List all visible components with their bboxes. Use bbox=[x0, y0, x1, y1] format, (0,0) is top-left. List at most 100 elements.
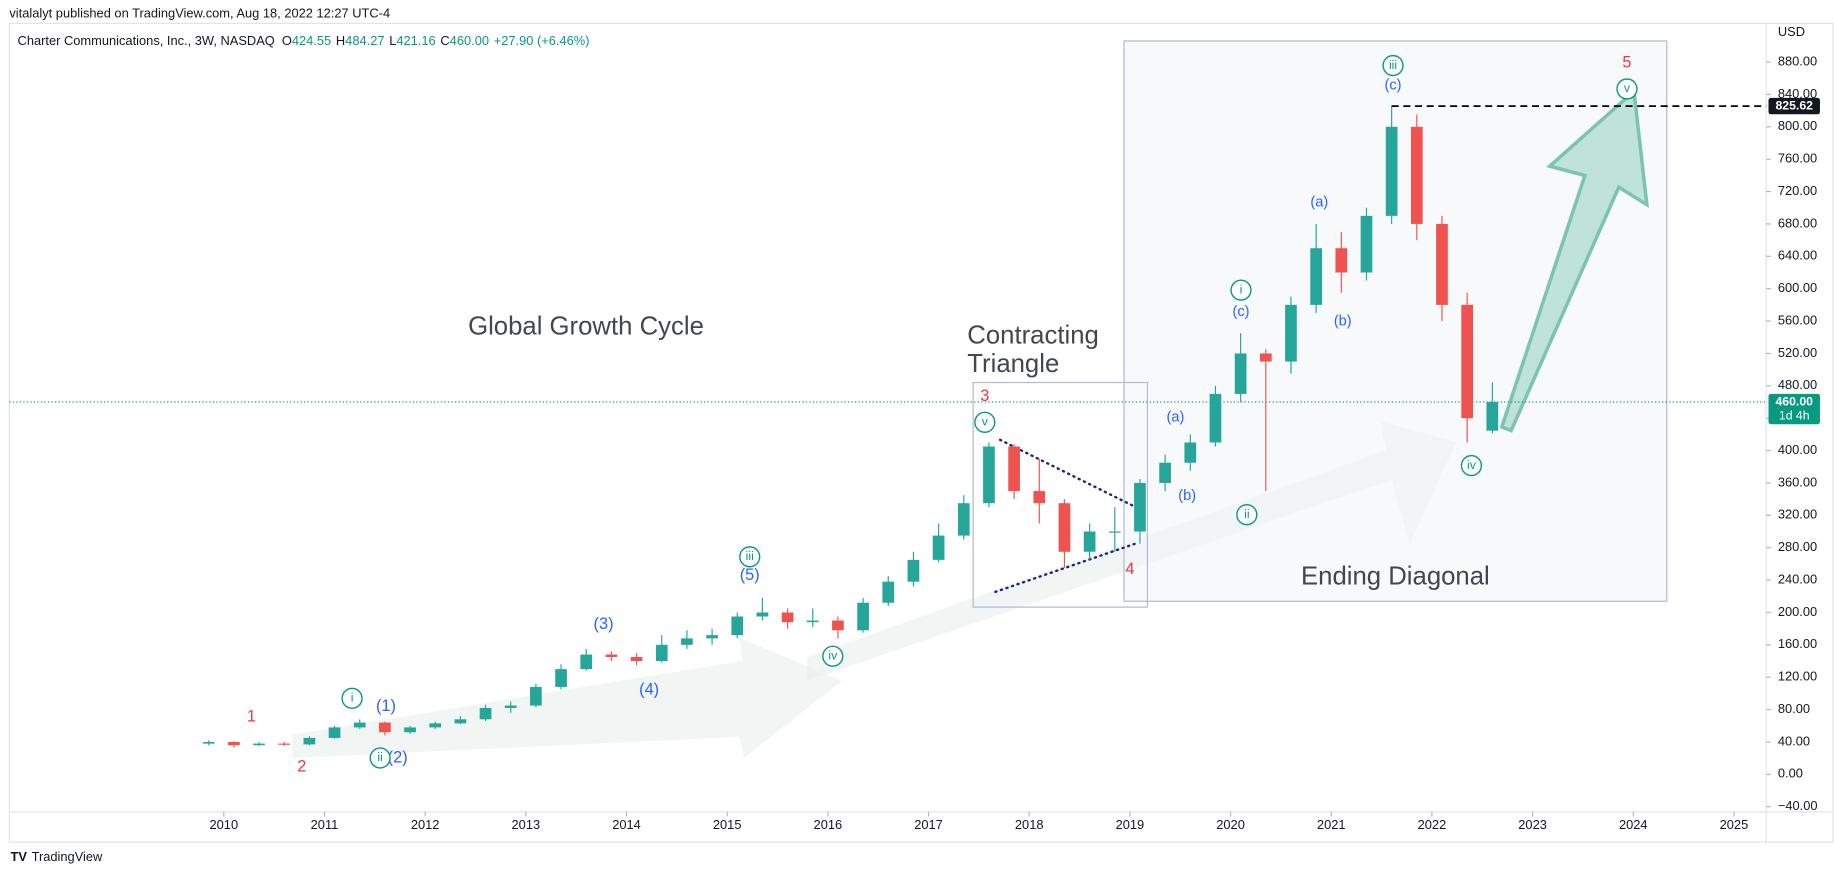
wave-label: iii bbox=[746, 549, 754, 563]
candle-body bbox=[781, 612, 794, 623]
wave-label: (a) bbox=[1167, 409, 1185, 425]
y-tick-label: 800.00 bbox=[1778, 118, 1817, 133]
candle-body bbox=[303, 737, 316, 745]
wave-label: i bbox=[351, 691, 354, 705]
candle-body bbox=[1008, 446, 1020, 492]
candle-body bbox=[1436, 223, 1448, 305]
y-tick-label: −40.00 bbox=[1778, 798, 1818, 813]
candle-body bbox=[429, 723, 442, 728]
wave-label: (2) bbox=[388, 748, 408, 766]
o-key: O bbox=[282, 34, 292, 49]
change: +27.90 (+6.46%) bbox=[494, 34, 590, 49]
candle-body bbox=[580, 654, 593, 670]
wave-circle bbox=[341, 687, 363, 709]
y-tick-label: 320.00 bbox=[1778, 507, 1817, 522]
chart-annotation: Ending Diagonal bbox=[1301, 563, 1490, 591]
triangle-line bbox=[994, 542, 1136, 594]
x-tick-label: 2015 bbox=[713, 817, 742, 832]
o-val: 424.55 bbox=[292, 34, 331, 49]
high-level-tag bbox=[1768, 97, 1820, 115]
candle-body bbox=[1209, 393, 1222, 443]
wave-label: i bbox=[1240, 282, 1243, 296]
candle-body bbox=[379, 722, 391, 733]
candle-body bbox=[454, 719, 467, 724]
x-tick-label: 2018 bbox=[1015, 817, 1044, 832]
l-key: L bbox=[389, 34, 396, 49]
wave-circle bbox=[822, 645, 844, 667]
triangle-line bbox=[998, 438, 1134, 507]
y-tick-label: 840.00 bbox=[1778, 86, 1817, 101]
wave-label: iii bbox=[1389, 58, 1397, 72]
ending-diagonal-box bbox=[1123, 40, 1668, 602]
candle-body bbox=[1360, 215, 1373, 273]
candle-body bbox=[202, 741, 215, 744]
currency: USD bbox=[1778, 24, 1805, 39]
x-tick-label: 2022 bbox=[1418, 817, 1447, 832]
candle-body bbox=[1461, 304, 1473, 419]
h-val: 484.27 bbox=[345, 34, 384, 49]
candle-body bbox=[253, 743, 265, 746]
x-tick-label: 2013 bbox=[512, 817, 541, 832]
candle-body bbox=[882, 581, 895, 603]
last-price-tag bbox=[1768, 393, 1820, 425]
y-tick-label: 760.00 bbox=[1778, 151, 1817, 166]
candle-body bbox=[1335, 248, 1348, 273]
candle-body bbox=[1184, 442, 1197, 463]
wave-label: v bbox=[982, 415, 989, 429]
candle-body bbox=[983, 446, 995, 504]
candle-body bbox=[857, 602, 869, 631]
wave-label: (a) bbox=[1310, 194, 1328, 210]
candle-body bbox=[479, 707, 492, 720]
y-tick-label: 120.00 bbox=[1778, 669, 1817, 684]
wave-circle bbox=[1460, 454, 1483, 477]
chart-annotation: Contracting bbox=[967, 322, 1099, 350]
last-price-label: 460.00 bbox=[1775, 394, 1813, 408]
target-arrow bbox=[1499, 87, 1650, 433]
candle-body bbox=[756, 612, 769, 617]
candle-body bbox=[1385, 126, 1398, 216]
chart-annotation: Global Growth Cycle bbox=[468, 312, 704, 340]
candle-body bbox=[1259, 353, 1272, 362]
candle-body bbox=[1310, 248, 1322, 305]
wave-label: 4 bbox=[1125, 560, 1134, 578]
wave-label: (b) bbox=[1334, 314, 1352, 330]
projection-arrow bbox=[292, 637, 843, 758]
y-tick-label: 600.00 bbox=[1778, 280, 1817, 295]
wave-label: ii bbox=[1244, 507, 1249, 521]
chart-frame bbox=[8, 22, 1834, 843]
y-tick-label: 280.00 bbox=[1778, 539, 1817, 554]
candle-body bbox=[681, 638, 693, 645]
y-tick-label: 0.00 bbox=[1778, 766, 1803, 781]
candle-body bbox=[404, 727, 416, 733]
wave-label: iv bbox=[828, 648, 838, 662]
wave-label: (c) bbox=[1385, 77, 1402, 93]
x-tick-label: 2012 bbox=[411, 817, 440, 832]
wave-label: 5 bbox=[1622, 54, 1631, 72]
y-tick-label: 200.00 bbox=[1778, 604, 1817, 619]
x-tick-label: 2014 bbox=[612, 817, 641, 832]
candle-body bbox=[655, 644, 668, 662]
candle-body bbox=[1108, 531, 1121, 533]
y-tick-label: 240.00 bbox=[1778, 571, 1817, 586]
x-tick-label: 2016 bbox=[814, 817, 843, 832]
countdown: 1d 4h bbox=[1779, 408, 1810, 422]
candle-body bbox=[278, 743, 291, 745]
candle-body bbox=[907, 559, 920, 582]
candle-body bbox=[957, 503, 970, 536]
y-tick-label: 160.00 bbox=[1778, 636, 1817, 651]
x-tick-label: 2020 bbox=[1216, 817, 1245, 832]
y-tick-label: 560.00 bbox=[1778, 312, 1817, 327]
x-tick-label: 2017 bbox=[914, 817, 943, 832]
wave-label: ii bbox=[377, 750, 382, 764]
candle-body bbox=[1486, 402, 1499, 431]
candle-body bbox=[353, 722, 366, 728]
wave-label: iv bbox=[1467, 458, 1477, 472]
candle-body bbox=[1410, 126, 1423, 224]
y-tick-label: 720.00 bbox=[1778, 183, 1817, 198]
x-tick-label: 2025 bbox=[1720, 817, 1749, 832]
wave-circle bbox=[1236, 504, 1258, 526]
wave-label: (5) bbox=[740, 566, 760, 584]
candle-body bbox=[1159, 462, 1171, 483]
